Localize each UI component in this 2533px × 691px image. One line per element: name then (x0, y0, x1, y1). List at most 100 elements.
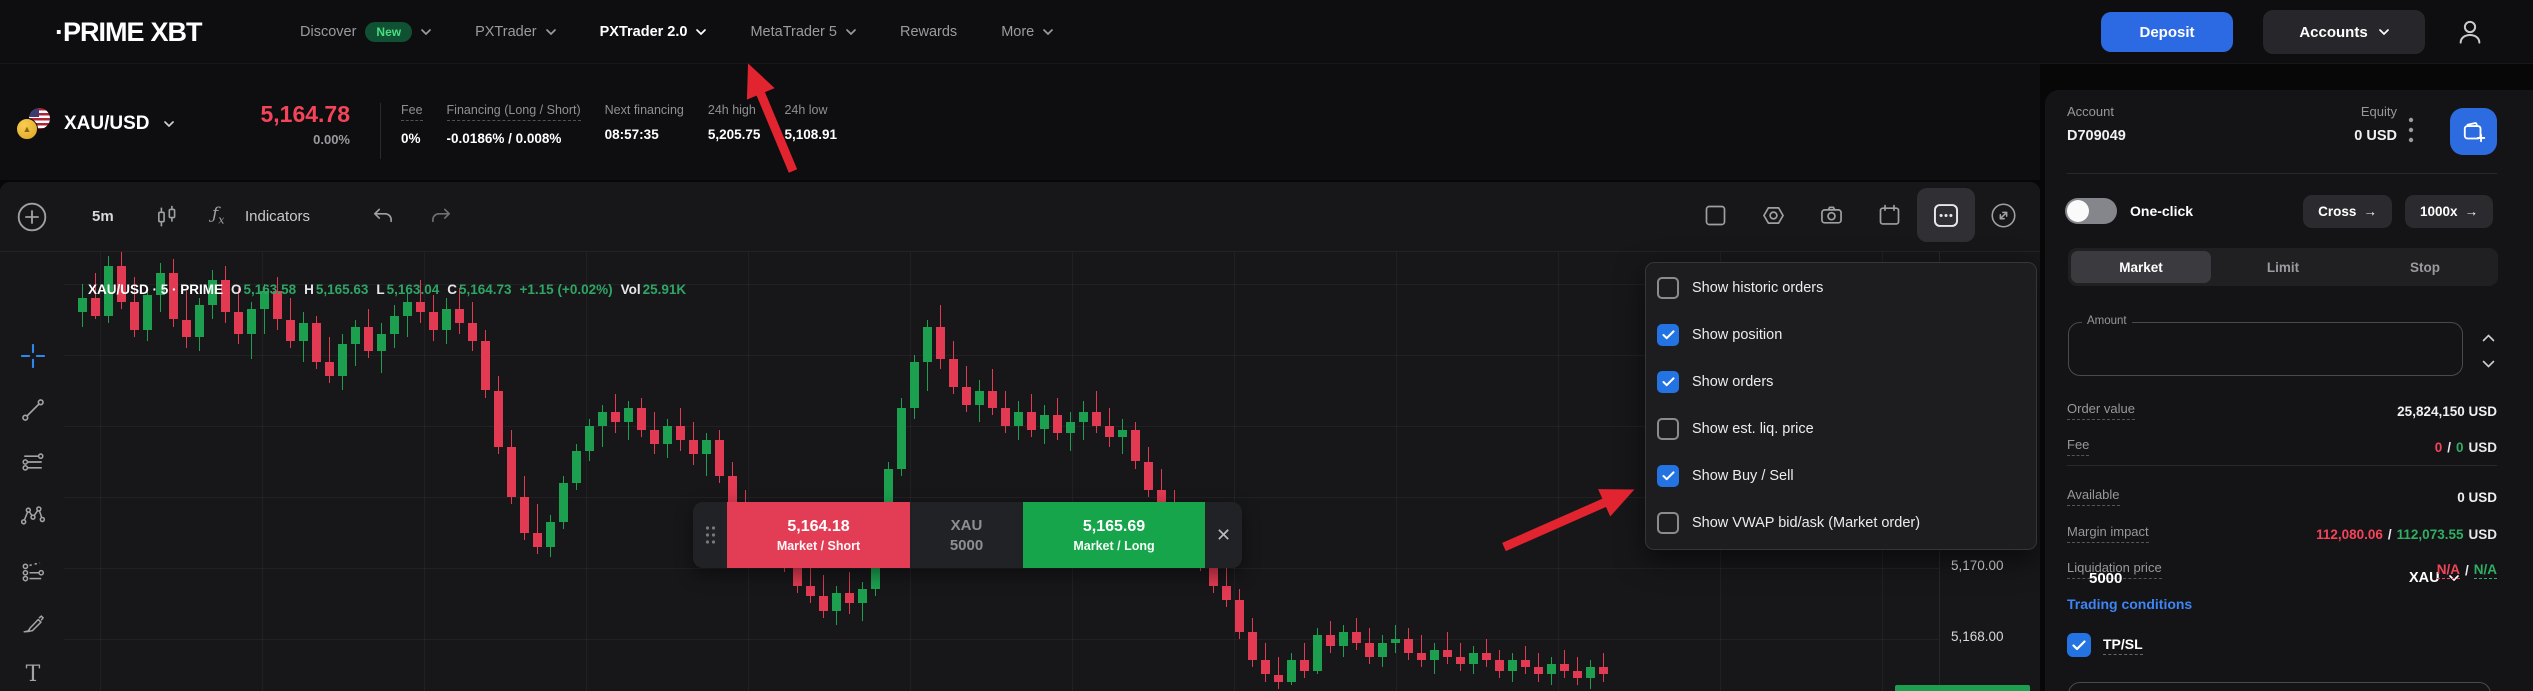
menu-item-show-orders[interactable]: Show orders (1646, 358, 2036, 405)
nav-item-pxtrader-2-0[interactable]: PXTrader 2.0 (600, 24, 707, 40)
drag-handle[interactable] (693, 502, 727, 568)
candle-body (312, 323, 321, 363)
divider (2067, 173, 2497, 174)
tpsl-checkbox-row[interactable]: TP/SL (2067, 633, 2143, 657)
deposit-button[interactable]: Deposit (2101, 12, 2233, 52)
candle-wick (95, 273, 96, 320)
candle-body (1326, 635, 1335, 647)
nav-item-metatrader-5[interactable]: MetaTrader 5 (750, 24, 856, 40)
candle-wick (1421, 635, 1422, 668)
candle-body (546, 521, 555, 547)
one-click-toggle[interactable] (2065, 198, 2117, 224)
volume-label: Vol (620, 282, 641, 297)
menu-item-show-buy-sell[interactable]: Show Buy / Sell (1646, 452, 2036, 499)
stat-24h-low: 24h low 5,108.91 (784, 64, 837, 180)
chart-settings-menu: Show historic orders Show position Show or… (1645, 262, 2037, 550)
crosshair-tool-icon[interactable] (19, 342, 47, 370)
candle-wick (1525, 646, 1526, 675)
fx-icon[interactable]: ƒx (212, 204, 225, 227)
menu-item-show-position[interactable]: Show position (1646, 311, 2036, 358)
liq-short: N/A (2473, 561, 2497, 579)
amount-increment-button[interactable] (2477, 330, 2499, 346)
candle-body (91, 298, 100, 316)
accounts-button[interactable]: Accounts (2263, 10, 2425, 54)
add-funds-button[interactable] (2450, 108, 2497, 155)
candle-body (624, 408, 633, 423)
primexbt-logo[interactable]: · PRIME XBT (55, 0, 203, 64)
last-price: 5,164.78 (260, 101, 350, 127)
chevron-down-icon (421, 29, 431, 35)
symbol-info-bar: XAU/USD 5,164.78 0.00% Fee 0% Financing (L… (0, 64, 2040, 180)
calendar-icon[interactable] (1876, 202, 1903, 229)
logo-main: PRIME (63, 16, 145, 47)
candle-body (429, 312, 438, 331)
add-symbol-icon[interactable] (16, 201, 48, 233)
candle-body (1313, 635, 1322, 671)
chevron-down-icon (2448, 575, 2459, 581)
candle-body (1352, 631, 1361, 643)
kebab-menu-icon[interactable] (2405, 114, 2417, 150)
chart-settings-button[interactable] (1917, 188, 1975, 242)
pair-selector[interactable]: XAU/USD (16, 108, 174, 140)
gridline (1396, 252, 1397, 691)
amount-input[interactable] (2089, 570, 2289, 587)
candle-body (1456, 656, 1465, 664)
nav-item-label: PXTrader 2.0 (599, 24, 688, 40)
user-profile-icon[interactable] (2455, 17, 2485, 47)
gridline (1558, 252, 1559, 691)
amount-unit-selector[interactable]: XAU (2409, 570, 2459, 586)
price-block: 5,164.78 0.00% (225, 102, 350, 147)
candle-body (1443, 649, 1452, 657)
nav-item-pxtrader[interactable]: PXTrader (475, 24, 556, 40)
amount-decrement-button[interactable] (2477, 356, 2499, 372)
close-icon[interactable]: ✕ (1215, 524, 1232, 545)
indicators-button[interactable]: Indicators (245, 208, 311, 225)
checkbox-unchecked (1657, 511, 1679, 534)
gridline (64, 426, 1939, 427)
tab-market[interactable]: Market (2071, 251, 2211, 283)
interval-selector[interactable]: 5m (92, 208, 114, 225)
horizontal-lines-tool-icon[interactable] (19, 448, 47, 476)
brush-tool-icon[interactable] (19, 609, 47, 637)
nav-item-label: PXTrader (475, 24, 537, 40)
menu-item-label: Show Buy / Sell (1692, 467, 1794, 484)
candle-body (455, 308, 464, 323)
menu-item-show-est-liq-price[interactable]: Show est. liq. price (1646, 405, 2036, 452)
buy-market-button[interactable]: 5,165.69 Market / Long (1023, 502, 1205, 568)
fullscreen-icon[interactable] (1990, 202, 2017, 229)
margin-impact-label: Margin impact (2067, 524, 2149, 543)
nav-item-rewards[interactable]: Rewards (900, 24, 957, 40)
text-tool-icon[interactable]: T (25, 662, 41, 687)
nav-item-discover[interactable]: Discover New (300, 22, 431, 42)
redo-icon[interactable] (428, 204, 454, 230)
layout-icon[interactable] (1702, 202, 1729, 229)
margin-mode-button[interactable]: Cross → (2303, 195, 2392, 228)
ohlc-legend[interactable]: XAU/USD · 5 · PRIME O 5,163.58 H 5,165.63 … (88, 282, 686, 297)
stat-next-financing: Next financing 08:57:35 (605, 64, 684, 180)
pattern-tool-icon[interactable] (19, 502, 47, 530)
leverage-button[interactable]: 1000x → (2405, 195, 2493, 228)
high-label: H (304, 282, 314, 297)
trading-conditions-link[interactable]: Trading conditions (2067, 596, 2193, 612)
nav-item-more[interactable]: More (1001, 24, 1054, 40)
candle-body (650, 429, 659, 444)
tab-limit[interactable]: Limit (2266, 259, 2300, 275)
margin-short: 112,073.55 (2396, 526, 2464, 542)
market-stats: Fee 0% Financing (Long / Short) -0.0186% / … (401, 64, 837, 180)
menu-item-show-vwap-bid-ask-market-order[interactable]: Show VWAP bid/ask (Market order) (1646, 499, 2036, 546)
camera-icon[interactable] (1818, 202, 1845, 229)
menu-item-show-historic-orders[interactable]: Show historic orders (1646, 264, 2036, 311)
buy-price: 5,165.69 (1082, 517, 1146, 535)
widget-amount[interactable]: XAU 5000 (910, 502, 1023, 568)
stat-value: 5,205.75 (707, 127, 761, 142)
projection-tool-icon[interactable] (19, 557, 47, 585)
candle-body (351, 326, 360, 345)
sell-market-button[interactable]: 5,164.18 Market / Short (727, 502, 910, 568)
object-tree-icon[interactable] (1760, 202, 1787, 229)
tab-stop[interactable]: Stop (2410, 259, 2440, 275)
candle-body (260, 291, 269, 309)
chart-style-icon[interactable] (153, 203, 181, 231)
candle-body (1027, 411, 1036, 430)
undo-icon[interactable] (370, 204, 396, 230)
trend-line-tool-icon[interactable] (19, 396, 47, 424)
